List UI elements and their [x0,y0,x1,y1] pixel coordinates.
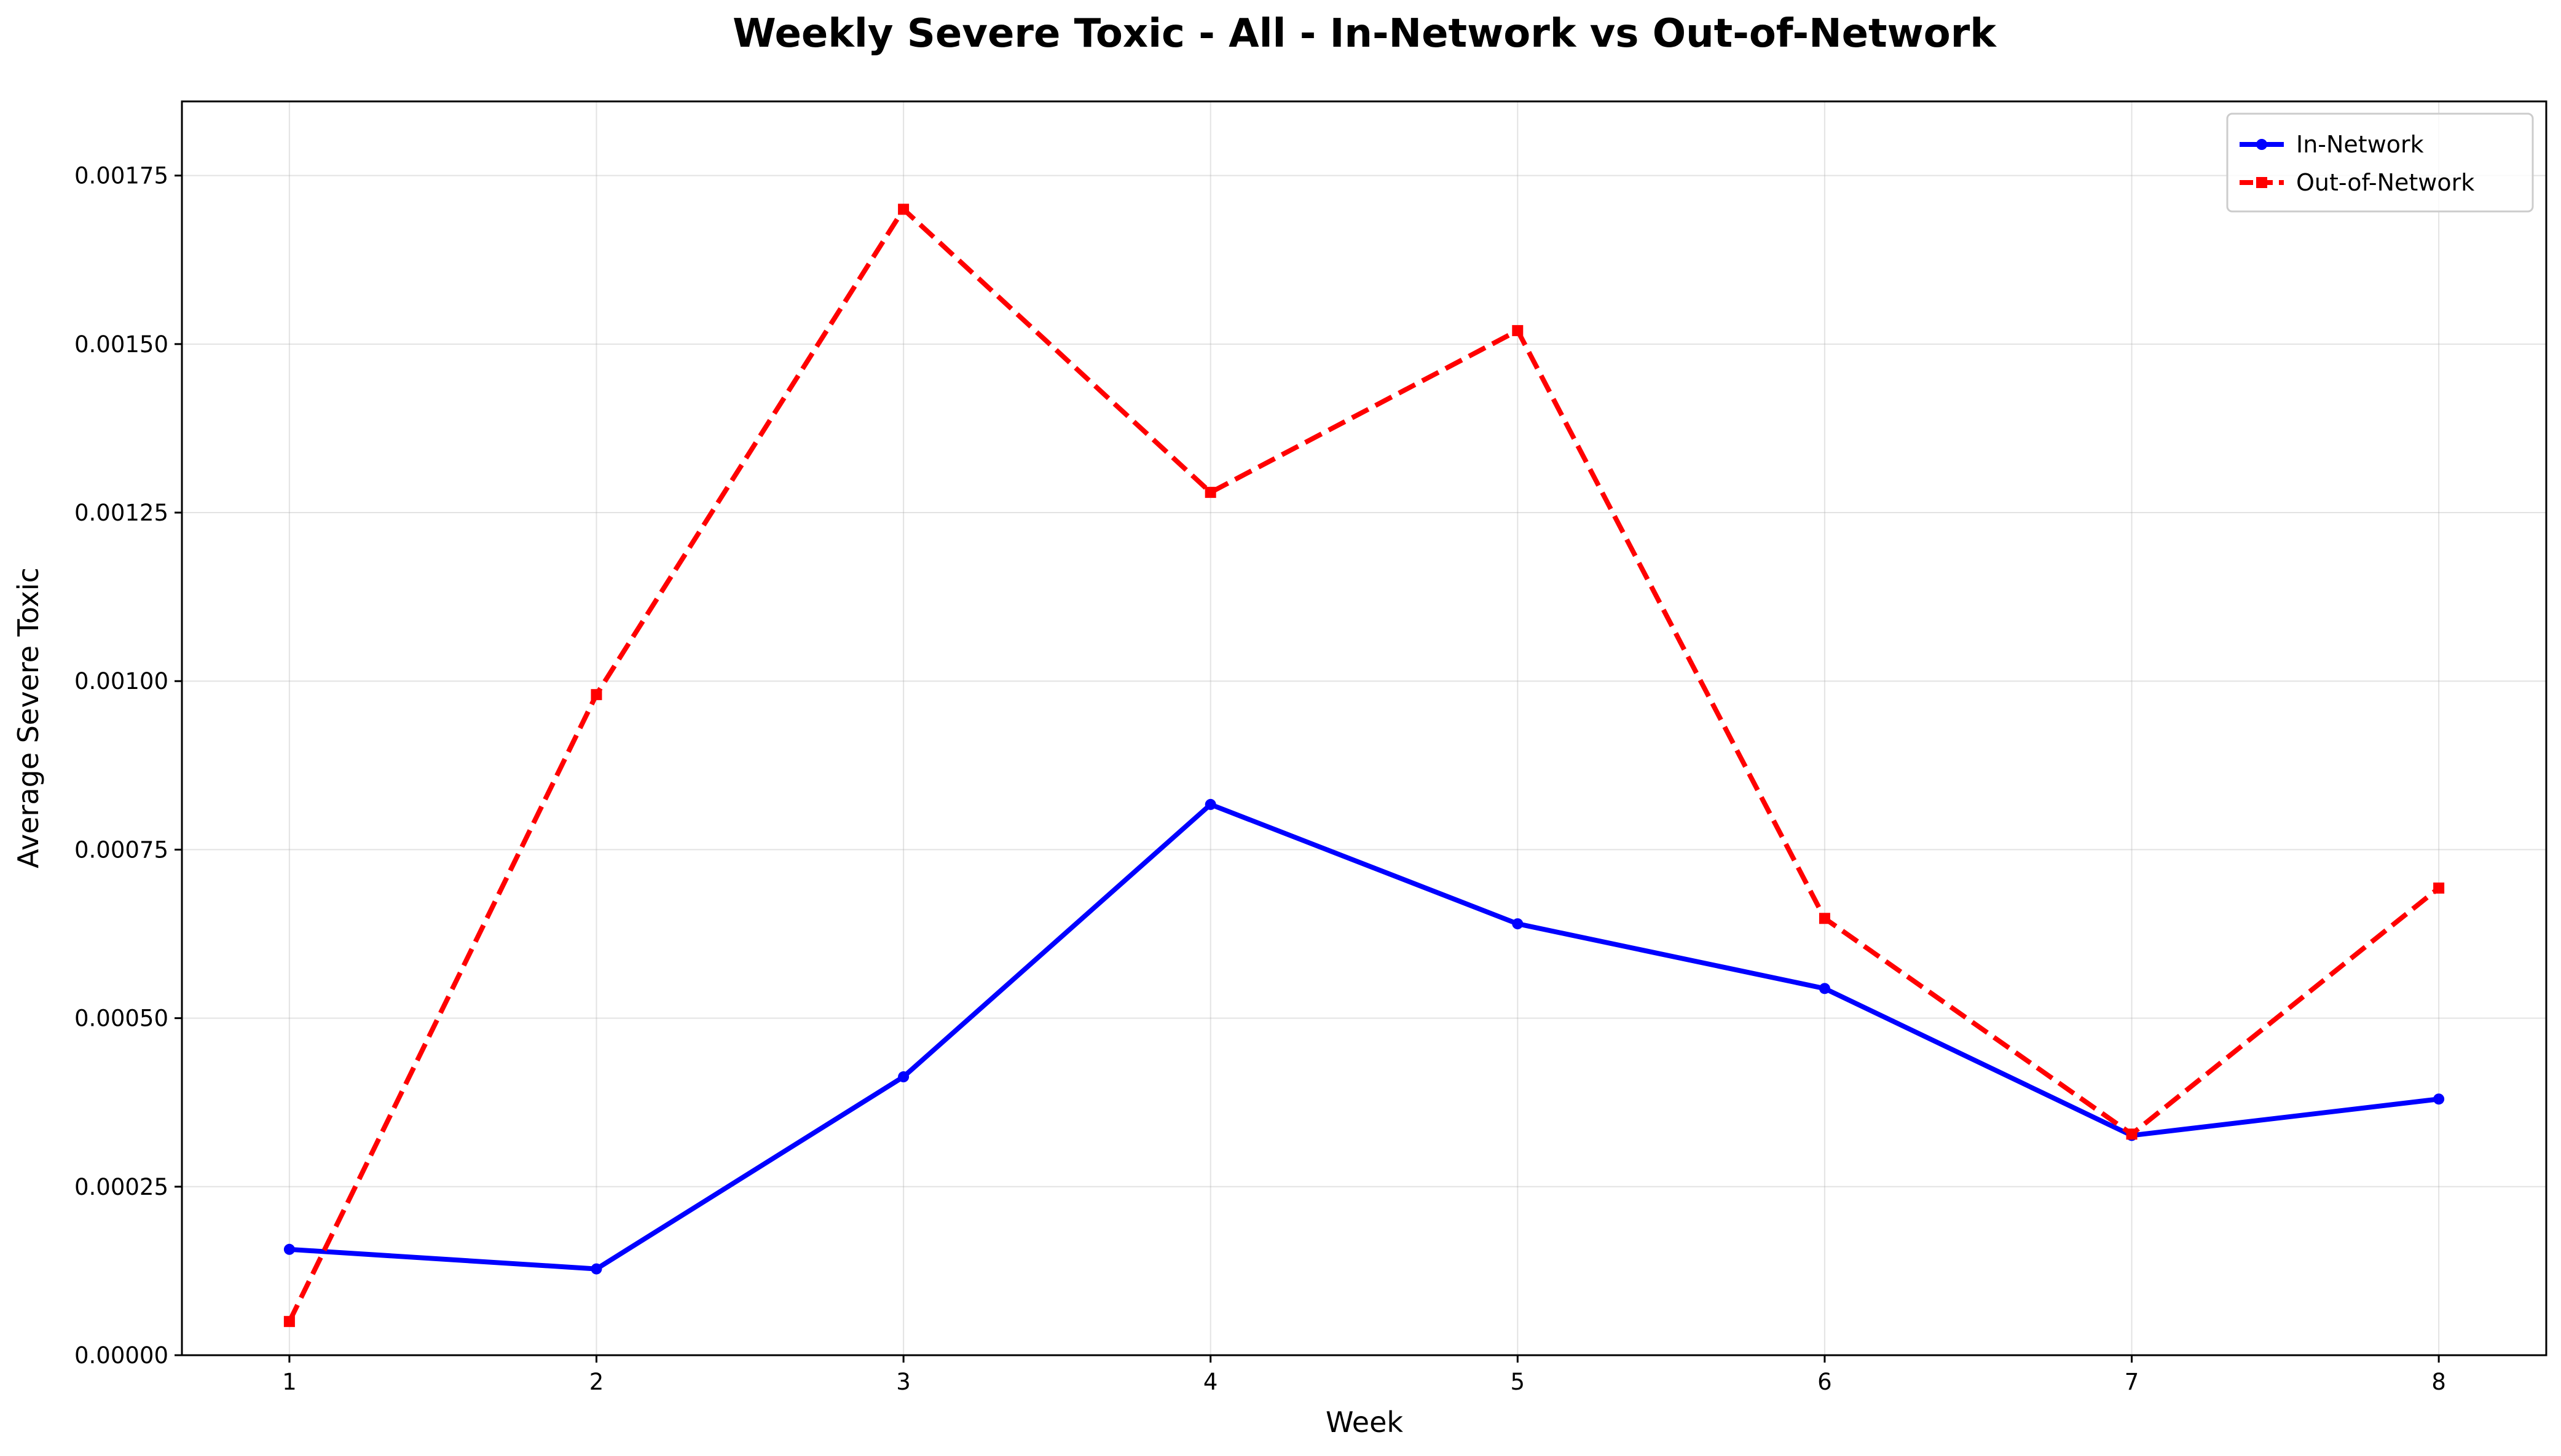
legend-marker [2256,139,2267,150]
series-out-of-network [283,203,2445,1328]
x-tick-label: 5 [1511,1369,1525,1395]
series-layer [283,203,2445,1328]
x-tick-label: 4 [1203,1369,1218,1395]
data-point [1205,798,1216,810]
data-point [1819,983,1830,994]
y-tick-label: 0.00050 [74,1005,168,1032]
y-tick-label: 0.00125 [74,500,168,526]
data-point [2126,1128,2138,1140]
data-point [1819,913,1830,924]
data-point [1512,325,1524,336]
legend-box [2226,112,2534,213]
y-tick-label: 0.00000 [74,1342,168,1369]
data-point [283,1316,295,1328]
y-tick-label: 0.00025 [74,1174,168,1200]
series-line [286,801,2442,1272]
y-axis-label: Average Severe Toxic [12,567,45,868]
y-axis-ticks: 0.00000 0.00025 0.00050 0.00075 0.00100 0.001… [74,163,182,1369]
x-tick-label: 1 [282,1369,297,1395]
data-point [898,1071,910,1083]
x-tick-label: 7 [2125,1369,2139,1395]
data-point [2433,882,2445,894]
data-point [591,1263,602,1275]
x-tick-label: 6 [1817,1369,1832,1395]
data-point [1512,918,1524,930]
grid-lines [182,101,2546,1356]
data-point [283,1243,295,1255]
y-tick-label: 0.00075 [74,836,168,863]
legend-label: Out-of-Network [2296,169,2474,196]
y-tick-label: 0.00175 [74,163,168,189]
data-point [2433,1093,2445,1105]
legend: In-Network Out-of-Network [2226,112,2534,213]
x-tick-label: 3 [896,1369,911,1395]
series-in-network [283,798,2445,1275]
series-line [287,207,2441,1323]
x-axis-ticks: 1 2 3 4 5 6 7 8 [282,1355,2446,1395]
x-axis-label: Week [1326,1406,1403,1439]
x-tick-label: 8 [2431,1369,2446,1395]
y-tick-label: 0.00150 [74,331,168,358]
legend-marker [2256,177,2267,188]
y-tick-label: 0.00100 [74,668,168,695]
data-point [898,203,910,215]
data-point [1205,487,1216,498]
x-tick-label: 2 [589,1369,604,1395]
legend-label: In-Network [2296,131,2424,158]
plot-area-frame [181,100,2547,1356]
chart-title: Weekly Severe Toxic - All - In-Network v… [733,11,1997,57]
data-point [591,689,602,701]
